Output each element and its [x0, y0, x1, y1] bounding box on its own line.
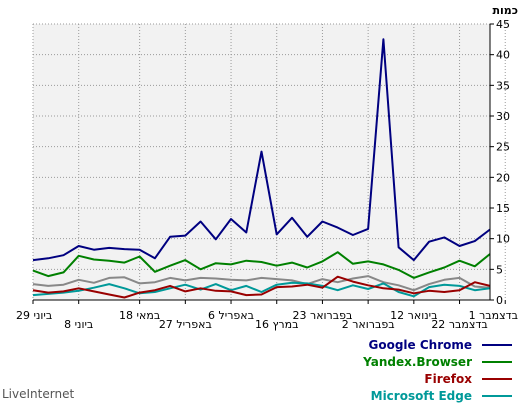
series-line-yandex-browser [32, 251, 491, 279]
axes [32, 23, 506, 304]
grid [32, 23, 506, 300]
legend-label: Microsoft Edge [371, 389, 472, 403]
series-line-opera-blink- [32, 275, 491, 292]
legend-label: Google Chrome [368, 338, 472, 352]
y-tick-label: 45 [496, 18, 510, 31]
y-tick-label: 35 [496, 79, 510, 92]
y-tick-label: 15 [496, 202, 510, 215]
x-tick-label: 23 בפברואר [293, 309, 353, 322]
x-tick-label: 1 בדצמבר [469, 309, 518, 322]
x-tick-label: 27 באפריל [159, 318, 212, 331]
source-label: LiveInternet [2, 387, 74, 401]
x-tick-label: 6 באפריל [208, 309, 254, 322]
x-tick-label: 16 במרץ [255, 318, 298, 331]
x-tick-label: 22 בדצמבר [431, 318, 487, 331]
series-line-google-chrome [32, 38, 491, 262]
y-axis-label: כמות [493, 4, 518, 17]
plot-background [33, 24, 490, 300]
x-tick-label: 2 בפברואר [342, 318, 395, 331]
series-line-firefox [32, 275, 491, 299]
y-tick-label: 20 [496, 171, 510, 184]
y-tick-labels: 0 5 10 15 20 25 30 35 40 45 [496, 18, 510, 307]
x-tick-label: 29 ביוני [16, 309, 52, 322]
y-tick-label: 10 [496, 233, 510, 246]
y-tick-label: 40 [496, 49, 510, 62]
series-lines [32, 38, 491, 299]
legend-label: Firefox [424, 372, 472, 386]
y-tick-label: 30 [496, 110, 510, 123]
legend: Google Chrome Yandex.Browser Firefox Micros… [362, 338, 512, 403]
y-tick-label: 5 [496, 263, 503, 276]
x-tick-label: 18 במאי [119, 309, 160, 322]
x-tick-label: 12 בינואר [390, 309, 437, 322]
series-line-microsoft-edge [32, 281, 491, 298]
y-tick-label: 25 [496, 141, 510, 154]
x-tick-label: 8 ביוני [64, 318, 93, 331]
legend-label: Yandex.Browser [362, 355, 472, 369]
y-tick-label: 0 [496, 294, 503, 307]
